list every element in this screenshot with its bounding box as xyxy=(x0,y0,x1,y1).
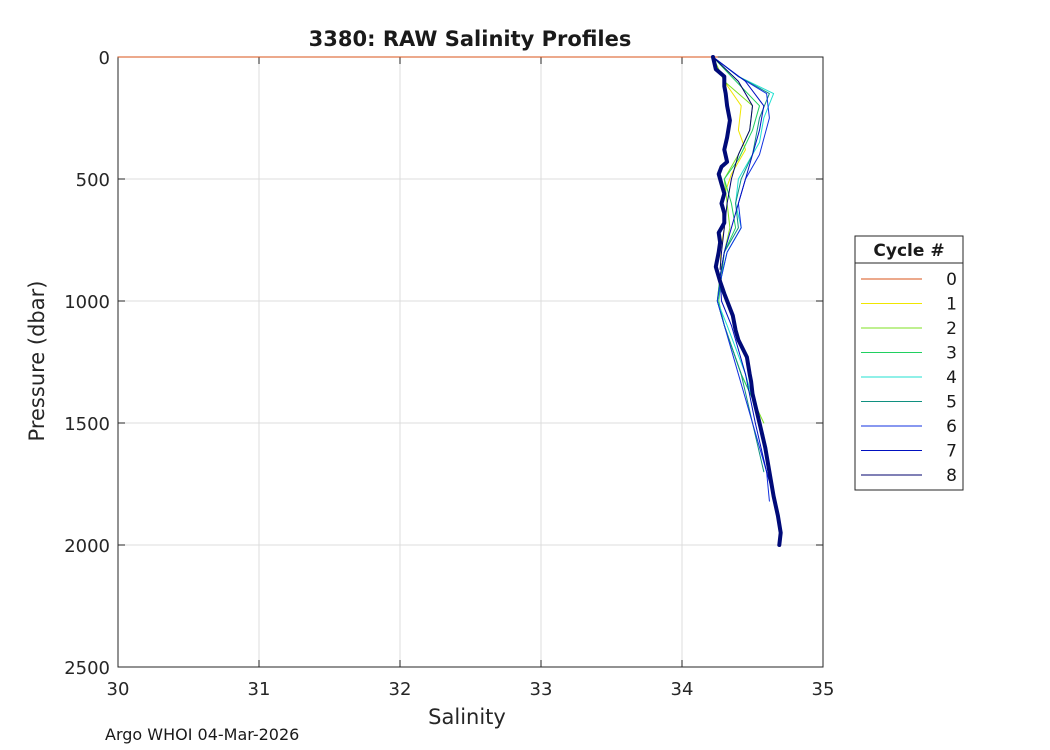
series-line-cycle-8 xyxy=(712,56,753,270)
x-tick-label: 32 xyxy=(389,679,412,700)
series-line-cycle-5 xyxy=(712,56,770,473)
legend-label: 4 xyxy=(946,368,957,388)
legend-label: 5 xyxy=(946,393,957,413)
series-line-mean-profile xyxy=(711,55,783,547)
legend-label: 3 xyxy=(946,344,957,364)
series-line-cycle-7 xyxy=(712,56,775,497)
legend-box xyxy=(854,235,964,491)
x-axis-ticks: 30 31 32 33 34 35 xyxy=(107,57,835,700)
x-tick-label: 31 xyxy=(248,679,271,700)
profile-lines xyxy=(117,55,783,547)
legend-items: 0 1 2 3 4 5 6 7 8 xyxy=(861,270,957,486)
y-tick-label: 1000 xyxy=(64,292,110,313)
legend-label: 7 xyxy=(946,442,957,462)
x-tick-label: 35 xyxy=(812,679,835,700)
x-tick-label: 30 xyxy=(107,679,130,700)
legend-label: 1 xyxy=(946,295,957,315)
y-tick-label: 2500 xyxy=(64,658,110,679)
legend-label: 6 xyxy=(946,417,957,437)
x-axis-label: Salinity xyxy=(428,705,506,729)
y-axis-ticks: 0 500 1000 1500 2000 2500 xyxy=(64,48,823,679)
footer-credit: Argo WHOI 04-Mar-2026 xyxy=(105,725,300,744)
grid-lines xyxy=(117,56,824,668)
legend-title: Cycle # xyxy=(873,241,944,261)
plot-area xyxy=(117,56,824,668)
y-axis-label: Pressure (dbar) xyxy=(25,281,49,442)
y-tick-label: 2000 xyxy=(64,536,110,557)
legend-label: 0 xyxy=(946,270,957,290)
chart-title: 3380: RAW Salinity Profiles xyxy=(309,27,632,51)
series-line-cycle-6 xyxy=(712,56,770,502)
y-tick-label: 0 xyxy=(99,48,110,69)
legend-label: 2 xyxy=(946,319,957,339)
x-tick-label: 34 xyxy=(671,679,694,700)
y-tick-label: 1500 xyxy=(64,414,110,435)
y-tick-label: 500 xyxy=(76,170,110,191)
legend-label: 8 xyxy=(946,466,957,486)
legend: Cycle # 0 1 2 3 4 5 6 7 8 xyxy=(854,235,964,491)
x-tick-label: 33 xyxy=(530,679,553,700)
